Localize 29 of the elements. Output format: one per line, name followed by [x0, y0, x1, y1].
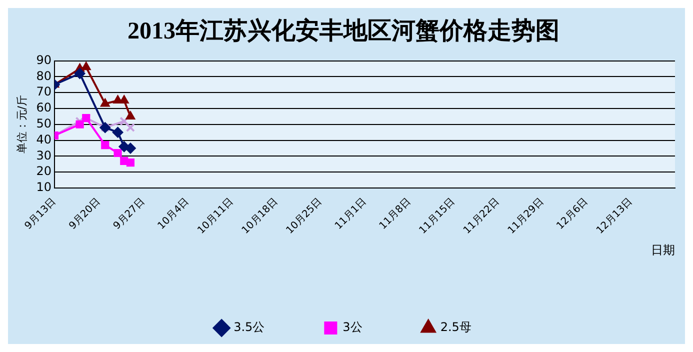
x-tick-label: 11月1日: [333, 196, 369, 232]
y-tick-label: 70: [36, 84, 52, 99]
y-axis-title: 单位：元/斤: [15, 95, 28, 154]
x-tick-label: 9月27日: [112, 196, 148, 232]
y-tick-label: 80: [36, 68, 52, 83]
x-tick-label: 11月22日: [462, 196, 502, 236]
x-tick-label: 9月13日: [23, 196, 58, 232]
x-tick-label: 11月8日: [378, 196, 414, 232]
x-tick-label: 12月13日: [594, 196, 635, 236]
x-tick-label: 11月29日: [506, 196, 546, 236]
legend-label: 3公: [342, 320, 362, 334]
x-tick-label: 10月11日: [196, 196, 236, 236]
x-tick-label: 12月6日: [554, 196, 590, 232]
chart-title: 2013年江苏兴化安丰地区河蟹价格走势图: [128, 18, 560, 45]
y-tick-label: 20: [36, 164, 52, 178]
y-tick-label: 30: [36, 148, 52, 162]
legend-label: 3.5公: [234, 320, 265, 334]
y-tick-label: 50: [36, 116, 52, 131]
y-tick-label: 40: [36, 132, 52, 146]
legend-label: 2.5母: [440, 320, 472, 334]
x-tick-label: 9月20日: [67, 196, 103, 232]
x-axis-title: 日期: [651, 242, 675, 257]
y-tick-label: 90: [36, 52, 52, 67]
x-tick-label: 10月25日: [284, 196, 324, 236]
x-tick-label: 11月15日: [417, 196, 458, 236]
y-tick-label: 10: [36, 180, 52, 194]
x-tick-label: 10月4日: [156, 196, 192, 232]
y-tick-label: 60: [36, 100, 52, 115]
x-tick-label: 10月18日: [240, 196, 280, 236]
